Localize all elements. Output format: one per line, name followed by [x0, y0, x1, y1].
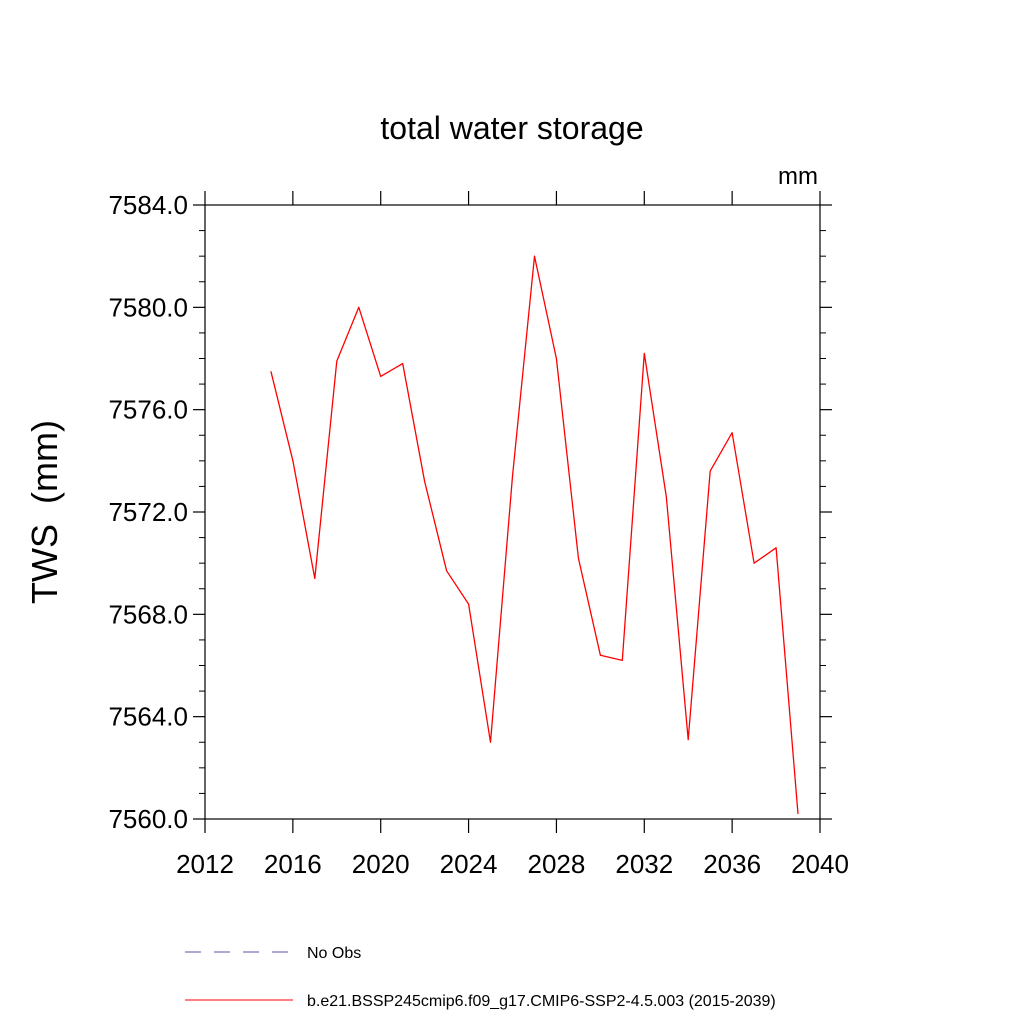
y-tick-label: 7564.0: [108, 702, 188, 732]
plot-frame: [204, 204, 821, 820]
y-tick-label: 7576.0: [108, 395, 188, 425]
x-tick-label: 2016: [264, 849, 322, 879]
series-line: [270, 255, 799, 814]
y-tick-label: 7568.0: [108, 599, 188, 629]
x-tick-label: 2024: [440, 849, 498, 879]
x-tick-label: 2040: [791, 849, 849, 879]
legend-label: b.e21.BSSP245cmip6.f09_g17.CMIP6-SSP2-4.…: [307, 993, 776, 1010]
x-tick-label: 2012: [176, 849, 234, 879]
units-label: mm: [778, 163, 818, 190]
x-tick-label: 2020: [352, 849, 410, 879]
legend: No Obs b.e21.BSSP245cmip6.f09_g17.CMIP6-S…: [185, 945, 776, 1010]
axis-ticks: [193, 191, 832, 833]
tick-labels: 7560.0 7564.0 7568.0 7572.0 7576.0 7580.0 7584…: [108, 190, 848, 879]
x-tick-label: 2032: [615, 849, 673, 879]
series-lines: [270, 255, 799, 814]
y-tick-label: 7584.0: [108, 190, 188, 220]
y-tick-label: 7580.0: [108, 292, 188, 322]
x-tick-label: 2028: [528, 849, 586, 879]
chart-title: total water storage: [380, 110, 644, 146]
y-tick-label: 7560.0: [108, 804, 188, 834]
y-tick-label: 7572.0: [108, 497, 188, 527]
legend-label: No Obs: [307, 945, 361, 962]
x-tick-label: 2036: [703, 849, 761, 879]
